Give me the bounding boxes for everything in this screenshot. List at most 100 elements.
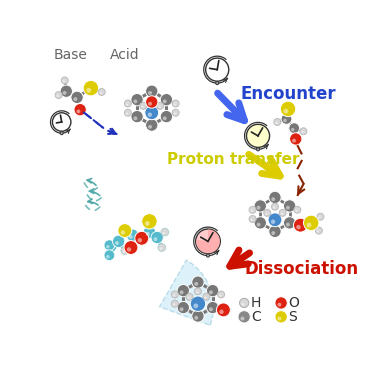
Circle shape [158,106,160,108]
Circle shape [148,112,152,117]
Circle shape [173,304,175,306]
Circle shape [127,247,131,252]
Circle shape [172,100,179,107]
Circle shape [180,290,183,294]
Circle shape [135,231,148,245]
Circle shape [145,221,150,226]
Circle shape [209,308,213,311]
Circle shape [126,104,128,106]
Circle shape [148,102,152,106]
Circle shape [204,297,207,299]
Circle shape [209,290,213,294]
Circle shape [254,217,267,229]
Circle shape [121,230,125,235]
Circle shape [138,238,142,242]
Circle shape [98,88,105,95]
Circle shape [172,109,179,116]
Circle shape [194,316,198,320]
Text: Acid: Acid [110,48,139,62]
Circle shape [53,113,71,131]
Text: Encounter: Encounter [240,85,336,103]
Circle shape [196,291,198,294]
Circle shape [307,222,312,228]
Circle shape [61,77,68,84]
Circle shape [280,101,296,117]
Circle shape [151,231,164,244]
Circle shape [112,235,125,248]
Circle shape [124,109,131,116]
Circle shape [294,206,301,213]
Circle shape [296,225,301,230]
Circle shape [146,85,158,98]
Circle shape [294,218,308,232]
Circle shape [265,213,267,215]
Circle shape [254,200,267,212]
Circle shape [207,285,219,297]
Circle shape [134,99,137,104]
Circle shape [219,310,224,314]
Circle shape [317,213,324,220]
Circle shape [177,302,189,314]
Circle shape [104,240,115,250]
Circle shape [143,226,156,238]
Circle shape [271,231,275,235]
Circle shape [131,111,143,123]
Circle shape [140,102,147,109]
Circle shape [286,206,290,210]
Circle shape [174,104,176,106]
Circle shape [283,119,287,122]
Circle shape [219,294,221,297]
Circle shape [256,223,261,226]
Circle shape [146,119,158,131]
Circle shape [280,213,283,215]
Circle shape [284,109,288,114]
Circle shape [159,248,162,250]
Circle shape [192,310,204,322]
Circle shape [274,118,281,126]
Circle shape [206,254,210,257]
Circle shape [269,225,281,237]
Circle shape [160,93,172,106]
Circle shape [271,197,275,201]
Circle shape [206,58,229,81]
Circle shape [194,282,198,286]
Circle shape [134,116,137,120]
Wedge shape [159,260,213,325]
Circle shape [83,80,99,96]
Text: S: S [288,310,297,324]
Circle shape [60,85,72,98]
Circle shape [174,112,176,115]
Circle shape [171,291,178,298]
Circle shape [106,245,109,248]
Circle shape [279,209,286,216]
Circle shape [256,148,259,151]
Circle shape [315,227,322,234]
Circle shape [74,104,86,116]
Circle shape [188,297,190,299]
Circle shape [240,298,249,307]
Circle shape [291,128,294,131]
Text: Dissociation: Dissociation [244,261,358,279]
Circle shape [55,92,62,99]
Text: H: H [251,296,261,310]
Circle shape [278,303,281,307]
Circle shape [148,125,152,129]
Circle shape [131,93,143,106]
Circle shape [161,228,169,236]
Circle shape [217,291,225,298]
Circle shape [216,69,218,70]
Circle shape [251,210,253,212]
Circle shape [207,240,209,242]
Circle shape [141,106,143,108]
Circle shape [162,232,165,234]
Circle shape [271,219,275,224]
Circle shape [318,217,321,219]
Circle shape [275,297,287,309]
Circle shape [148,91,152,95]
Circle shape [180,308,183,311]
Circle shape [275,122,278,124]
Circle shape [269,191,281,204]
Circle shape [57,95,59,97]
Circle shape [216,82,219,85]
Circle shape [251,219,253,221]
